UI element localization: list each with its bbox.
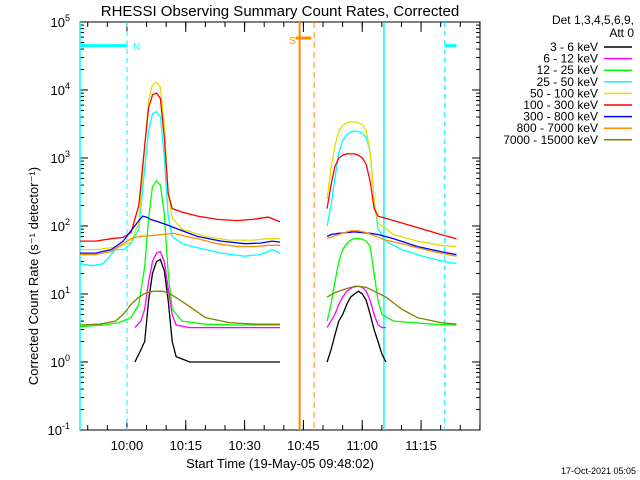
series-line xyxy=(79,179,457,328)
y-axis-ticks: 10-1 100 101 102 103 104 105 xyxy=(48,13,480,438)
annotations: NS xyxy=(79,22,457,430)
legend-label: 25 - 50 keV xyxy=(537,75,598,89)
legend-label: 800 - 7000 keV xyxy=(517,121,598,135)
x-tick-label: 10:15 xyxy=(169,438,202,453)
legend-label: 50 - 100 keV xyxy=(530,86,598,100)
series-line xyxy=(79,110,457,267)
y-tick-label: 101 xyxy=(51,285,70,302)
series-line xyxy=(80,230,457,257)
x-tick-label: 11:00 xyxy=(346,438,378,453)
x-tick-label: 10:30 xyxy=(228,438,261,453)
series-line xyxy=(79,285,457,326)
y-tick-label: 104 xyxy=(51,81,70,98)
night-label: N xyxy=(133,42,140,53)
x-tick-label: 10:00 xyxy=(111,438,144,453)
y-axis-label: Corrected Count Rate (s⁻¹ detector⁻¹) xyxy=(26,167,41,385)
series-line xyxy=(134,258,387,363)
legend-label: 12 - 25 keV xyxy=(537,63,598,77)
y-tick-label: 103 xyxy=(51,149,70,166)
y-tick-label: 102 xyxy=(51,217,70,234)
footer-timestamp: 17-Oct-2021 05:05 xyxy=(561,466,636,476)
legend-label: 100 - 300 keV xyxy=(523,98,598,112)
chart-title: RHESSI Observing Summary Count Rates, Co… xyxy=(101,3,459,20)
series-lines xyxy=(79,81,457,363)
x-axis-label: Start Time (19-May-05 09:48:02) xyxy=(186,456,374,471)
series-line xyxy=(80,92,457,242)
series-line xyxy=(80,81,457,251)
x-tick-label: 10:45 xyxy=(287,438,320,453)
legend-label: 3 - 6 keV xyxy=(550,40,598,54)
series-line xyxy=(134,250,386,329)
legend-label: 300 - 800 keV xyxy=(523,110,598,124)
legend-header-line1: Det 1,3,4,5,6,9, xyxy=(552,13,634,27)
legend-label: 6 - 12 keV xyxy=(543,52,598,66)
y-tick-label: 100 xyxy=(51,353,70,370)
legend-label: 7000 - 15000 keV xyxy=(503,133,598,147)
x-tick-label: 11:15 xyxy=(405,438,437,453)
y-tick-label: 105 xyxy=(51,13,70,30)
legend-header-line2: Att 0 xyxy=(609,26,634,40)
y-tick-label: 10-1 xyxy=(48,421,70,438)
plot-frame xyxy=(79,21,481,431)
saa-label: S xyxy=(289,36,296,47)
